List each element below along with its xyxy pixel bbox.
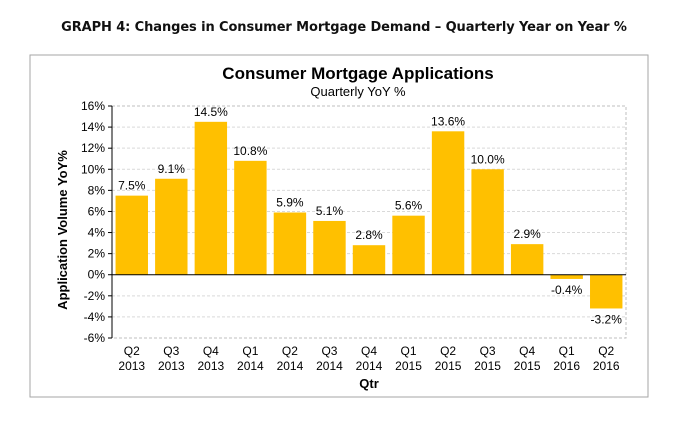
x-tick-label-quarter: Q2 xyxy=(282,344,298,358)
x-tick-label-year: 2015 xyxy=(474,359,501,373)
x-tick-label-quarter: Q2 xyxy=(124,344,140,358)
bar-data-label: 2.8% xyxy=(355,228,383,242)
y-tick-label: 4% xyxy=(88,226,106,240)
bar-data-label: 9.1% xyxy=(158,162,186,176)
y-tick-label: 6% xyxy=(88,204,106,218)
x-tick-label-quarter: Q3 xyxy=(480,344,496,358)
bar xyxy=(510,244,544,275)
x-tick-label-quarter: Q4 xyxy=(361,344,377,358)
x-tick-label-year: 2014 xyxy=(316,359,343,373)
chart-title: Consumer Mortgage Applications xyxy=(222,64,493,83)
bar xyxy=(431,131,465,275)
x-tick-label-quarter: Q2 xyxy=(440,344,456,358)
bar xyxy=(471,169,504,275)
x-tick-label-quarter: Q1 xyxy=(242,344,258,358)
bar-data-label: 5.6% xyxy=(395,199,423,213)
x-tick-label-year: 2015 xyxy=(435,359,462,373)
x-tick-label-year: 2014 xyxy=(277,359,304,373)
y-tick-label: 2% xyxy=(88,247,106,261)
y-tick-label: -2% xyxy=(84,289,106,303)
y-tick-label: 0% xyxy=(88,268,106,282)
x-tick-label-quarter: Q1 xyxy=(559,344,575,358)
x-tick-label-year: 2013 xyxy=(158,359,185,373)
bar xyxy=(155,178,188,275)
y-tick-label: 16% xyxy=(81,99,105,113)
bar xyxy=(234,160,267,275)
bar xyxy=(115,195,148,275)
bar xyxy=(273,212,307,275)
y-tick-label: 8% xyxy=(88,183,106,197)
x-tick-label-quarter: Q4 xyxy=(203,344,219,358)
bar-data-label: 5.9% xyxy=(276,196,304,210)
y-tick-label: -6% xyxy=(84,331,106,345)
x-tick-label-quarter: Q1 xyxy=(401,344,417,358)
x-tick-label-year: 2013 xyxy=(197,359,224,373)
bar xyxy=(392,215,425,275)
x-tick-label-quarter: Q2 xyxy=(598,344,614,358)
x-tick-label-year: 2016 xyxy=(593,359,620,373)
x-tick-label-year: 2016 xyxy=(553,359,580,373)
y-tick-label: -4% xyxy=(84,310,106,324)
bar-data-label: 10.8% xyxy=(233,144,267,158)
y-tick-label: 10% xyxy=(81,162,105,176)
bar-data-label: 14.5% xyxy=(194,105,228,119)
bar-data-label: 13.6% xyxy=(431,114,465,128)
bar-data-label: 7.5% xyxy=(118,179,146,193)
x-axis-label: Qtr xyxy=(359,376,379,391)
chart-subtitle: Quarterly YoY % xyxy=(310,84,406,99)
bar xyxy=(194,121,228,275)
bar-data-label: -3.2% xyxy=(591,312,623,326)
bar-data-label: -0.4% xyxy=(551,283,583,297)
x-tick-label-quarter: Q3 xyxy=(163,344,179,358)
bar xyxy=(590,274,623,309)
bar-data-label: 2.9% xyxy=(513,227,541,241)
bar xyxy=(550,274,583,279)
x-tick-label-year: 2015 xyxy=(395,359,422,373)
x-tick-label-year: 2014 xyxy=(237,359,264,373)
x-tick-label-quarter: Q3 xyxy=(321,344,337,358)
y-tick-label: 14% xyxy=(81,120,105,134)
bar-data-label: 10.0% xyxy=(471,152,505,166)
x-tick-label-year: 2015 xyxy=(514,359,541,373)
x-tick-label-quarter: Q4 xyxy=(519,344,535,358)
graph-caption: GRAPH 4: Changes in Consumer Mortgage De… xyxy=(61,20,627,35)
y-tick-label: 12% xyxy=(81,141,105,155)
x-tick-label-year: 2014 xyxy=(356,359,383,373)
y-axis-label: Application Volume YoY% xyxy=(55,150,70,310)
x-tick-label-year: 2013 xyxy=(118,359,145,373)
bar xyxy=(352,245,386,275)
bar xyxy=(313,220,346,275)
bar-data-label: 5.1% xyxy=(316,204,344,218)
